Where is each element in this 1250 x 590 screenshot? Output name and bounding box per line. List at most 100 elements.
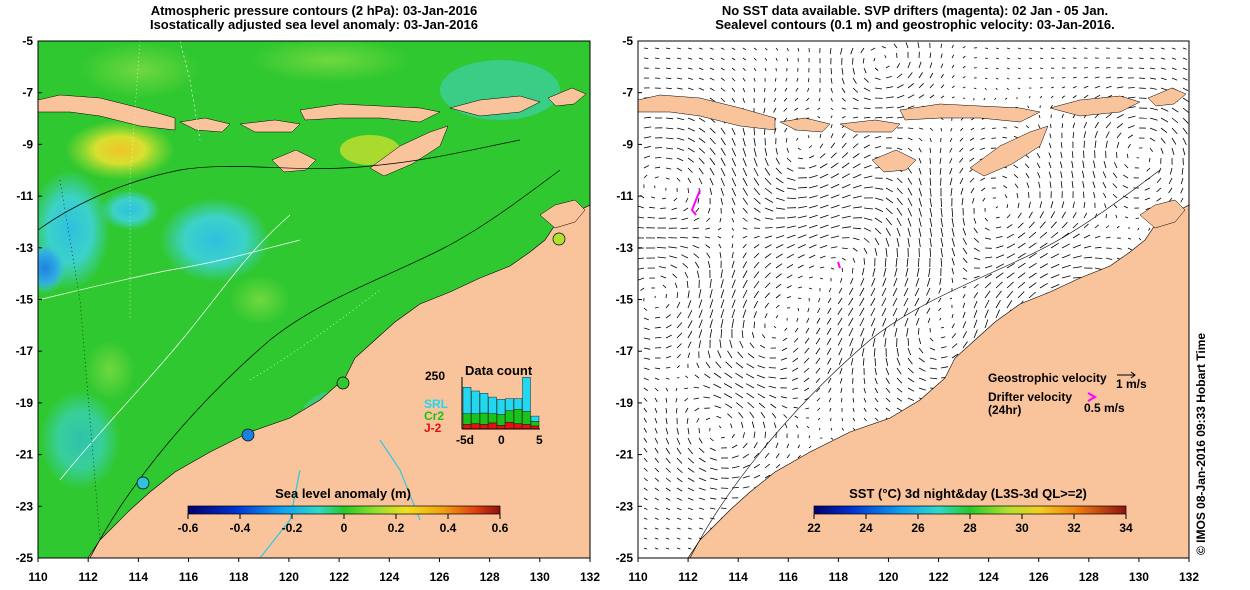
count-bar-cr2	[471, 413, 480, 424]
lon-tick-label: 128	[480, 570, 500, 584]
count-bar-j2	[496, 425, 506, 430]
left-map	[38, 41, 590, 558]
lat-tick-label: -19	[16, 396, 34, 410]
count-bar-srl	[479, 393, 489, 414]
count-bar-srl	[513, 398, 523, 410]
colorbar-tick-label: 28	[963, 521, 977, 535]
lon-tick-label: 132	[1179, 570, 1199, 584]
count-bar-cr2	[505, 410, 514, 423]
count-bar-j2	[462, 424, 472, 430]
lon-tick-label: 124	[379, 570, 399, 584]
java-island	[38, 94, 176, 131]
count-bar-srl	[488, 396, 497, 414]
sst-colorbar-title: SST (°C) 3d night&day (L3S-3d QL>=2)	[849, 486, 1087, 501]
colorbar-tick-label: -0.4	[230, 521, 251, 535]
lon-tick-label: 126	[429, 570, 449, 584]
lat-tick-label: -19	[616, 396, 634, 410]
right-title-line1: No SST data available. SVP drifters (mag…	[721, 3, 1109, 18]
count-bar-cr2	[530, 421, 540, 427]
lon-tick-label: 126	[1029, 570, 1049, 584]
count-bar-j2	[505, 421, 514, 430]
tide-gauge-marker	[136, 476, 150, 490]
lat-tick-label: -7	[22, 86, 33, 100]
imos-credit: © IMOS 08-Jan-2016 09:33 Hobart Time	[1194, 333, 1208, 555]
sea-level-colorbar: Sea level anomaly (m) -0.6 -0.4 -0.2 0 0.2 0.…	[178, 486, 509, 535]
lon-tick-label: 118	[829, 570, 849, 584]
lat-tick-label: -15	[16, 293, 34, 307]
timor-island	[369, 125, 449, 177]
drifter-scale-arrow	[1087, 392, 1098, 402]
positive-anomaly-patch	[65, 120, 175, 180]
right-map	[638, 41, 1189, 558]
data-count-title: Data count	[465, 363, 533, 378]
colorbar-tick-label: 0	[341, 521, 348, 535]
count-bar-j2	[471, 423, 480, 430]
lon-tick-label: 112	[678, 570, 698, 584]
lat-tick-label: -5	[22, 34, 33, 48]
tide-gauge-marker	[552, 232, 566, 246]
left-title-line2: Isostatically adjusted sea level anomaly…	[149, 17, 479, 32]
drifter-scale-label: 0.5 m/s	[1084, 401, 1125, 415]
lon-tick-label: 132	[580, 570, 600, 584]
lon-tick-label: 110	[628, 570, 648, 584]
lat-tick-label: -11	[16, 189, 33, 203]
count-xtick: -5d	[456, 433, 474, 447]
colorbar-tick-label: 34	[1119, 521, 1133, 535]
lon-tick-label: 130	[1129, 570, 1149, 584]
tide-gauge-marker	[336, 376, 350, 390]
lat-tick-label: -7	[622, 86, 633, 100]
sst-colorbar: SST (°C) 3d night&day (L3S-3d QL>=2) 22 2…	[807, 486, 1133, 535]
lon-tick-label: 116	[179, 570, 199, 584]
lat-tick-label: -13	[16, 241, 34, 255]
right-lon-axis: 110 112 114 116 118 120 122 124 126 128 130 132	[628, 558, 1199, 584]
colorbar-tick-label: 24	[859, 521, 873, 535]
lon-tick-label: 118	[229, 570, 249, 584]
lat-tick-label: -9	[622, 137, 633, 151]
colorbar-tick-label: 0.4	[440, 521, 457, 535]
lat-tick-label: -21	[616, 448, 634, 462]
drifter-track	[690, 189, 701, 216]
lon-tick-label: 128	[1079, 570, 1099, 584]
count-bar-cr2	[496, 414, 506, 426]
sumba-island	[271, 149, 317, 173]
lon-tick-label: 130	[530, 570, 550, 584]
negative-anomaly-patch	[38, 242, 67, 294]
colorbar-tick-label: -0.2	[282, 521, 303, 535]
drifter-sub-label: (24hr)	[988, 403, 1021, 417]
colorbar-tick-label: 0.6	[492, 521, 509, 535]
data-count-bars	[462, 377, 540, 430]
count-bar-srl	[471, 390, 480, 414]
count-xtick: 0	[498, 433, 505, 447]
right-title-line2: Sealevel contours (0.1 m) and geostrophi…	[715, 17, 1115, 32]
count-bar-j2	[488, 422, 497, 430]
drifter-label: Drifter velocity	[988, 390, 1072, 404]
drifter-track	[837, 261, 841, 269]
lon-tick-label: 122	[929, 570, 949, 584]
legend-j2: J-2	[424, 421, 442, 435]
count-bar-cr2	[479, 412, 489, 425]
right-title: No SST data available. SVP drifters (mag…	[620, 4, 1210, 32]
lon-tick-label: 122	[329, 570, 349, 584]
count-bar-j2	[479, 424, 489, 430]
count-bar-cr2	[462, 413, 472, 425]
count-bar-cr2	[488, 413, 497, 424]
lon-tick-label: 116	[779, 570, 799, 584]
data-count-inset: Data count 250 SRL Cr2 J-2 -5d 0 5	[424, 363, 543, 447]
count-bar-cr2	[513, 409, 523, 424]
colorbar-title: Sea level anomaly (m)	[275, 486, 411, 501]
count-bar-cr2	[522, 411, 531, 425]
lon-tick-label: 120	[279, 570, 299, 584]
data-count-ymax: 250	[425, 369, 445, 383]
lat-tick-label: -15	[616, 293, 634, 307]
lat-tick-label: -21	[16, 448, 34, 462]
left-title: Atmospheric pressure contours (2 hPa): 0…	[38, 4, 590, 32]
lon-tick-label: 114	[129, 570, 149, 584]
lat-tick-label: -25	[16, 551, 34, 565]
count-bar-srl	[496, 399, 506, 415]
colorbar-tick-label: -0.6	[178, 521, 199, 535]
lat-tick-label: -5	[622, 34, 633, 48]
lat-tick-label: -23	[616, 499, 634, 513]
colorbar-tick-label: 30	[1015, 521, 1029, 535]
count-bar-srl	[462, 387, 472, 415]
lon-tick-label: 110	[28, 570, 48, 584]
